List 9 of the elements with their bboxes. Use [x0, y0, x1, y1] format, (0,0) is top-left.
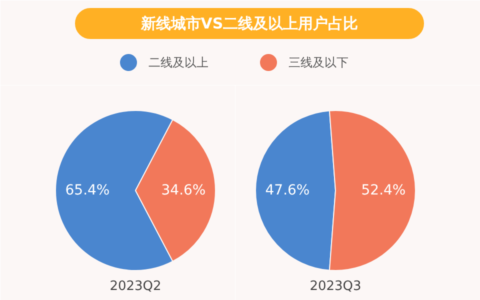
text: 2023Q2 [110, 279, 162, 294]
data-label: 47.6% [265, 182, 310, 198]
text: 2023Q3 [310, 279, 362, 294]
data-label: 65.4% [65, 182, 110, 198]
chart-title: 新线城市VS二线及以上用户占比 [140, 14, 358, 32]
legend-label: 三线及以下 [288, 56, 348, 70]
data-label: 52.4% [361, 182, 406, 198]
legend-label: 二线及以上 [148, 56, 208, 70]
data-label: 34.6% [161, 182, 206, 198]
